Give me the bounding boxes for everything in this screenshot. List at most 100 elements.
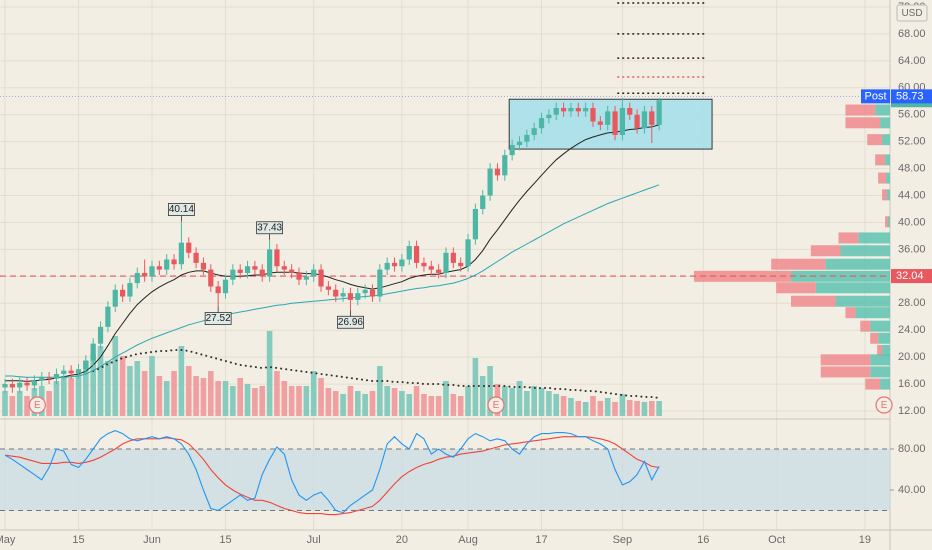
y-tick-label: 12.00: [898, 405, 926, 417]
candle-body: [186, 242, 192, 253]
x-tick-label: Aug: [458, 534, 478, 546]
volume-bar: [362, 394, 368, 416]
candle-body: [384, 262, 390, 270]
candle-body: [531, 128, 537, 135]
volume-bar: [127, 366, 133, 416]
post-price-box: [891, 89, 932, 104]
candle-body: [391, 262, 398, 267]
profile-up: [858, 232, 890, 244]
candle-body: [406, 246, 412, 260]
x-tick-label: 16: [697, 534, 709, 546]
candle-body: [413, 246, 420, 263]
profile-down: [776, 282, 816, 294]
profile-up: [855, 307, 890, 319]
volume-bar: [119, 356, 126, 416]
volume-bar: [590, 396, 596, 416]
post-tag-label: Post: [864, 90, 886, 102]
volume-bar: [163, 381, 170, 416]
candle-body: [244, 266, 251, 273]
volume-bar: [479, 376, 486, 416]
volume-bar: [303, 386, 310, 416]
volume-bar: [604, 398, 611, 416]
candle-body: [524, 134, 530, 142]
candle-body: [612, 111, 618, 135]
x-tick-label: Jul: [307, 534, 321, 546]
candle-body: [46, 377, 52, 379]
price-annotation: 27.52: [204, 306, 232, 325]
volume-bar: [53, 381, 60, 416]
profile-up: [887, 189, 890, 201]
volume-bar: [185, 366, 192, 416]
volume-bar: [465, 386, 471, 416]
candle-body: [443, 252, 449, 273]
profile-up: [825, 258, 890, 270]
volume-bar: [340, 394, 346, 416]
x-tick-label: May: [0, 534, 16, 546]
candle-body: [458, 262, 464, 267]
stoch-k: [4, 430, 660, 514]
candle-body: [480, 195, 486, 209]
volume-bar: [318, 378, 324, 416]
candle-body: [502, 155, 508, 176]
candle-body: [560, 108, 567, 112]
hline-label: 32.04: [896, 270, 924, 282]
candle-body: [472, 209, 478, 240]
earnings-marker: [28, 396, 46, 414]
volume-bar: [112, 336, 119, 416]
x-tick-label: Jun: [143, 534, 161, 546]
candle-body: [546, 114, 552, 119]
volume-bar: [46, 391, 52, 416]
annotation-label: 37.43: [257, 222, 282, 233]
earnings-marker: [875, 396, 893, 414]
volume-bar: [443, 381, 449, 416]
profile-down: [820, 354, 871, 366]
profile-up: [835, 295, 890, 307]
profile-down: [810, 245, 841, 257]
candle-body: [83, 360, 89, 370]
candle-body: [450, 252, 456, 263]
volume-bar: [582, 402, 589, 416]
candle-body: [252, 266, 258, 270]
volume-bar: [200, 378, 207, 416]
candle-body: [230, 269, 236, 280]
volume-bar: [60, 376, 67, 416]
volume-bar: [575, 401, 582, 416]
volume-bar: [634, 401, 640, 416]
profile-down: [845, 117, 881, 129]
candle-body: [53, 373, 60, 379]
volume-bar: [134, 361, 141, 416]
profile-up: [840, 245, 890, 257]
profile-up: [886, 172, 890, 184]
y-tick-label: 20.00: [898, 351, 926, 363]
volume-bar: [83, 361, 89, 416]
volume-bar: [97, 346, 104, 416]
profile-up: [870, 366, 890, 378]
profile-up: [888, 216, 890, 228]
annotation-label: 26.96: [338, 317, 363, 328]
candle-body: [142, 272, 148, 277]
volume-bar: [626, 400, 633, 416]
price-annotation: 26.96: [337, 310, 364, 329]
currency-box: [896, 4, 928, 22]
x-tick-label: 15: [72, 534, 84, 546]
profile-up: [878, 332, 890, 344]
earnings-marker: [487, 396, 505, 414]
candle-body: [237, 269, 243, 273]
x-tick-label: 17: [535, 534, 547, 546]
volume-bar: [509, 388, 515, 416]
y-tick-label: 16.00: [898, 378, 926, 390]
profile-down: [885, 216, 889, 228]
volume-bar: [384, 386, 390, 416]
y-tick-label: 48.00: [898, 163, 926, 175]
profile-down: [860, 320, 871, 332]
candle-body: [421, 262, 427, 267]
volume-bar: [450, 394, 457, 416]
volume-bar: [428, 396, 435, 416]
candle-body: [164, 259, 170, 270]
volume-bar: [619, 394, 626, 416]
volume-bar: [259, 386, 266, 416]
volume-bar: [612, 402, 618, 416]
volume-bar: [560, 396, 567, 416]
